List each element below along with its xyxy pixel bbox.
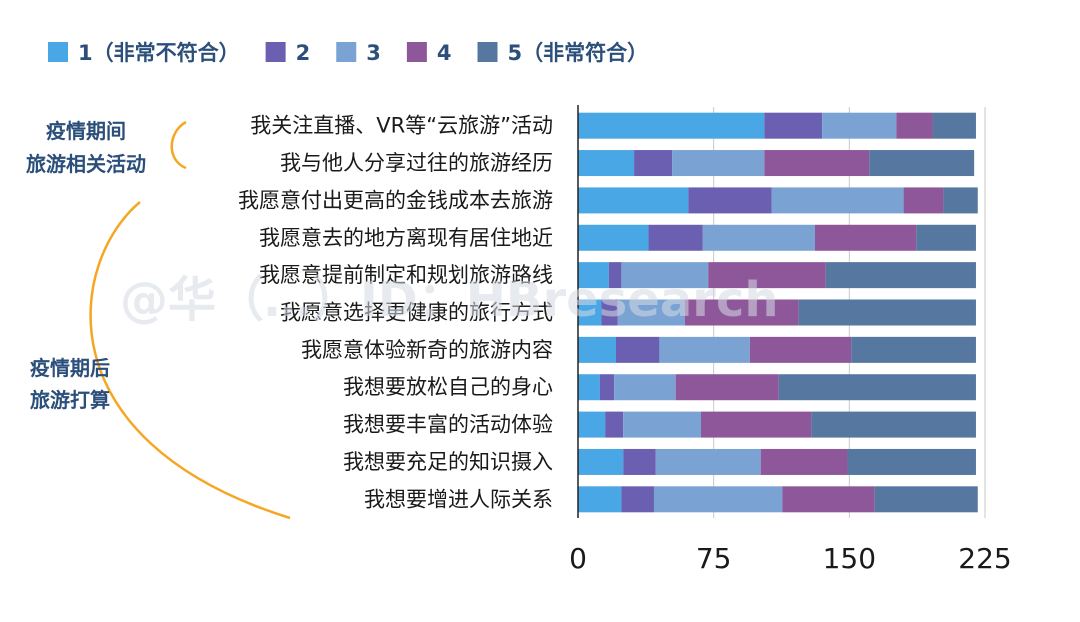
category-label: 我想要增进人际关系: [364, 487, 553, 511]
bar-segment-s2-row9: [605, 411, 624, 438]
bar-segment-s4-row7: [749, 336, 852, 363]
group-bracket-after: [89, 201, 291, 520]
category-label: 我关注直播、VR等“云旅游”活动: [250, 114, 553, 138]
category-label: 我愿意选择更健康的旅行方式: [280, 301, 553, 325]
legend-label: 2: [296, 41, 311, 65]
x-axis: 0 75 150 225: [569, 105, 1012, 575]
bar-segment-s3-row4: [702, 224, 815, 251]
bar-segment-s5-row10: [847, 448, 976, 475]
category-label: 我愿意体验新奇的旅游内容: [301, 338, 553, 362]
bar-segment-s5-row7: [851, 336, 976, 363]
bar-segment-s4-row1: [896, 112, 933, 139]
bar-segment-s3-row2: [672, 150, 765, 177]
legend-label: 5（非常符合）: [508, 41, 649, 65]
bar-segment-s5-row11: [874, 486, 978, 513]
group-label-after-line1: 疫情期后: [30, 356, 110, 380]
bar-segment-s3-row9: [623, 411, 702, 438]
x-tick-label: 225: [958, 542, 1011, 575]
bar-segment-s1-row9: [578, 411, 606, 438]
bar-segment-s3-row3: [771, 187, 904, 214]
group-bracket-during: [170, 120, 187, 170]
bar-segment-s5-row1: [932, 112, 976, 139]
group-annotations: 疫情期间 旅游相关活动 疫情期后 旅游打算: [26, 119, 291, 520]
bar-segment-s4-row8: [675, 374, 779, 401]
bar-segment-s1-row10: [578, 448, 624, 475]
bar-segment-s2-row5: [608, 262, 622, 289]
bar-segment-s5-row9: [811, 411, 976, 438]
bar-segment-s1-row11: [578, 486, 622, 513]
bar-segment-s1-row3: [578, 187, 689, 214]
bar-segment-s5-row3: [943, 187, 978, 214]
bar-segment-s4-row2: [764, 150, 870, 177]
bar-segment-s2-row6: [601, 299, 618, 326]
bar-segment-s2-row8: [599, 374, 615, 401]
legend: 1（非常不符合） 2 3 4 5（非常符合）: [48, 41, 648, 65]
x-tick-label: 0: [569, 542, 587, 575]
bar-segment-s3-row11: [653, 486, 783, 513]
category-label: 我与他人分享过往的旅游经历: [280, 151, 553, 175]
category-label: 我想要放松自己的身心: [343, 375, 553, 399]
legend-swatch: [477, 42, 498, 62]
legend-label: 4: [437, 41, 452, 65]
bars: [578, 112, 978, 513]
bar-segment-s2-row2: [634, 150, 673, 177]
legend-swatch: [48, 42, 68, 62]
legend-swatch: [336, 42, 357, 62]
bar-segment-s1-row7: [578, 336, 616, 363]
group-label-during-line1: 疫情期间: [46, 119, 126, 143]
group-label-after-line2: 旅游打算: [30, 388, 110, 412]
bar-segment-s3-row10: [655, 448, 761, 475]
bar-segment-s3-row8: [614, 374, 676, 401]
bar-segment-s1-row4: [578, 224, 649, 251]
watermark: @华（…）ID：HBresearch: [120, 272, 779, 328]
bar-segment-s2-row11: [621, 486, 654, 513]
category-label: 我愿意付出更高的金钱成本去旅游: [238, 188, 553, 212]
bar-segment-s3-row7: [659, 336, 750, 363]
bar-segment-s2-row10: [623, 448, 656, 475]
category-label: 我愿意提前制定和规划旅游路线: [259, 263, 553, 287]
bar-segment-s2-row3: [688, 187, 772, 214]
category-label: 我想要充足的知识摄入: [343, 450, 553, 474]
bar-segment-s2-row7: [615, 336, 660, 363]
bar-segment-s4-row4: [814, 224, 917, 251]
bar-segment-s3-row5: [621, 262, 709, 289]
bar-segment-s4-row11: [782, 486, 875, 513]
x-tick-label: 150: [823, 542, 876, 575]
category-label: 我愿意去的地方离现有居住地近: [259, 226, 553, 250]
bar-segment-s3-row1: [822, 112, 897, 139]
bar-segment-s4-row3: [903, 187, 944, 214]
bar-segment-s5-row2: [869, 150, 975, 177]
bar-segment-s1-row1: [578, 112, 765, 139]
legend-label: 1（非常不符合）: [78, 41, 240, 65]
bar-segment-s5-row5: [825, 262, 976, 289]
bar-segment-s2-row4: [648, 224, 703, 251]
bar-segment-s1-row8: [578, 374, 600, 401]
bar-segment-s3-row6: [617, 299, 685, 326]
bar-segment-s1-row6: [578, 299, 602, 326]
x-tick-label: 75: [696, 542, 732, 575]
bar-segment-s5-row8: [778, 374, 976, 401]
bar-segment-s4-row9: [701, 411, 812, 438]
category-label: 我想要丰富的活动体验: [343, 413, 553, 437]
category-labels: 我关注直播、VR等“云旅游”活动我与他人分享过往的旅游经历我愿意付出更高的金钱成…: [238, 114, 553, 512]
legend-swatch: [265, 42, 286, 62]
bar-segment-s1-row2: [578, 150, 635, 177]
bar-segment-s5-row4: [916, 224, 976, 251]
bar-segment-s5-row6: [798, 299, 976, 326]
bar-segment-s2-row1: [764, 112, 823, 139]
bar-segment-s4-row10: [760, 448, 848, 475]
group-label-during-line2: 旅游相关活动: [26, 152, 146, 176]
legend-swatch: [406, 42, 427, 62]
bar-segment-s1-row5: [578, 262, 609, 289]
bar-segment-s4-row5: [708, 262, 826, 289]
bar-segment-s4-row6: [684, 299, 799, 326]
legend-label: 3: [366, 41, 381, 65]
